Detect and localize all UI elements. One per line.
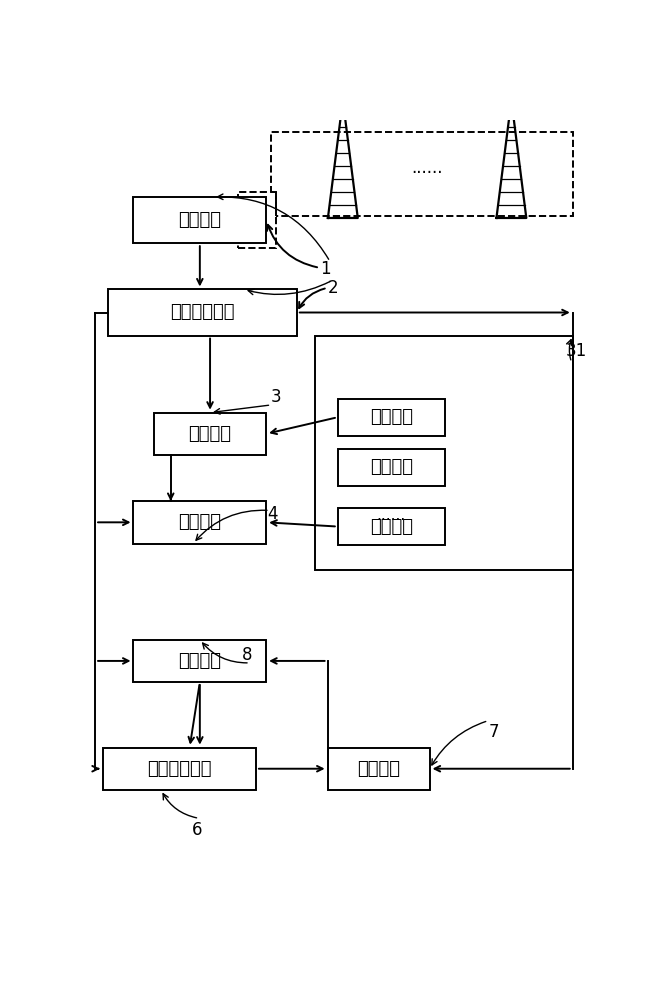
Bar [133,501,266,544]
Text: 输出模块: 输出模块 [179,652,221,670]
Bar [315,336,573,570]
Text: 4: 4 [267,505,277,523]
Text: 应急基站: 应急基站 [370,518,413,536]
Bar [133,197,266,243]
Bar [338,399,445,436]
Text: 2: 2 [328,279,338,297]
Text: 31: 31 [566,342,587,360]
Text: 3: 3 [271,388,282,406]
Text: 历史回溯模块: 历史回溯模块 [147,760,212,778]
Text: 预警模块: 预警模块 [179,513,221,531]
Text: ......: ...... [377,508,406,523]
Bar [103,748,256,790]
Text: 应急基站: 应急基站 [370,458,413,476]
Text: ......: ...... [411,159,443,177]
Text: 7: 7 [488,723,499,741]
Bar [338,449,445,486]
Text: 6: 6 [192,821,202,839]
Bar [272,132,573,216]
Bar [108,289,297,336]
Text: 统计模块: 统计模块 [357,760,400,778]
Bar [238,192,277,248]
Bar [338,508,445,545]
Text: 输入模块: 输入模块 [179,211,221,229]
Bar [328,748,430,790]
Text: 应急模块: 应急模块 [188,425,231,443]
Bar [154,413,266,455]
Text: 1: 1 [320,260,330,278]
Bar [133,640,266,682]
Text: 8: 8 [242,646,252,664]
Text: 信号接收模块: 信号接收模块 [170,304,235,322]
Text: 应急基站: 应急基站 [370,408,413,426]
